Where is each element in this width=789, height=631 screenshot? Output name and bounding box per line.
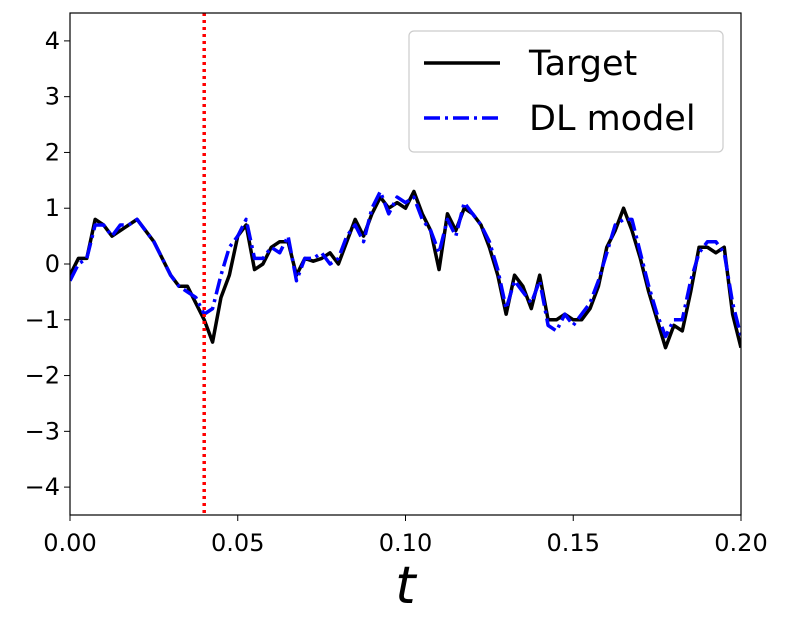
- x-axis-label: t: [395, 556, 417, 616]
- x-tick-label: 0.05: [211, 529, 264, 557]
- y-tick-label: 2: [45, 138, 60, 166]
- y-tick-label: 0: [45, 250, 60, 278]
- y-tick-label: −3: [25, 417, 60, 445]
- y-tick-label: −2: [25, 362, 60, 390]
- x-tick-label: 0.00: [43, 529, 96, 557]
- plot-frame: [69, 12, 742, 516]
- series-line: [70, 189, 741, 350]
- legend-label: Target: [528, 44, 637, 84]
- x-tick-label: 0.15: [547, 529, 600, 557]
- y-tick-label: 1: [45, 194, 60, 222]
- y-tick-label: −1: [25, 306, 60, 334]
- x-tick-label: 0.10: [379, 529, 432, 557]
- y-tick-label: 3: [45, 83, 60, 111]
- x-tick-label: 0.20: [714, 529, 767, 557]
- series-line: [70, 189, 741, 339]
- legend-label: DL model: [529, 99, 696, 139]
- y-tick-label: 4: [45, 27, 60, 55]
- y-tick-label: −4: [25, 473, 60, 501]
